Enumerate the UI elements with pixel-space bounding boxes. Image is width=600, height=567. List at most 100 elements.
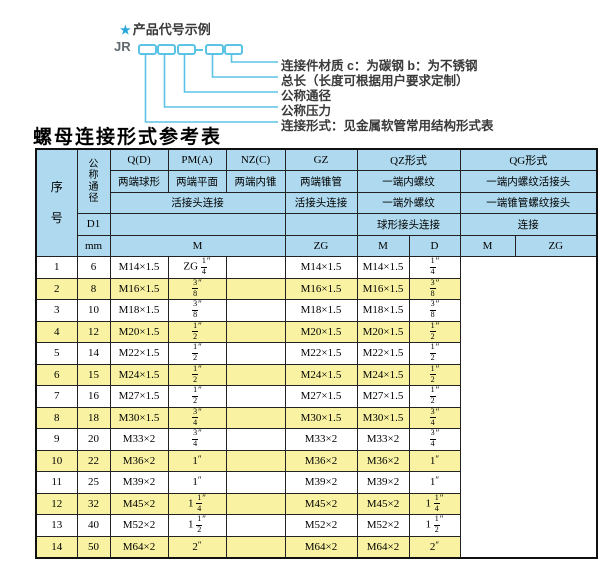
cell-mm: 22	[76, 449, 111, 472]
cell-qg-zg: 1 1 4 ″	[408, 492, 461, 515]
cell-qz-d: M27×1.5	[284, 385, 358, 408]
cell-qz-m	[225, 385, 286, 408]
table-row: 7 16 M27×1.5 1 2 ″ M27×1.5 M27×1.5 1 2 ″	[35, 385, 597, 408]
header-mm: mm	[76, 234, 111, 257]
label-conn-form: 连接形式：见金属软管常用结构形式表	[281, 119, 494, 133]
cell-seq: 3	[35, 299, 78, 322]
header-d1: D1	[76, 213, 111, 236]
header-col-qd: Q(D)	[109, 148, 169, 171]
table-row: 3 10 M18×1.5 3 8 ″ M18×1.5 M18×1.5 3 8 ″	[35, 299, 597, 322]
code-box-4	[205, 44, 224, 55]
cell-seq: 6	[35, 363, 78, 386]
cell-m: M16×1.5	[109, 277, 169, 300]
header-qg-desc: 一端内螺纹活接头	[459, 170, 598, 193]
cell-mm: 18	[76, 406, 111, 429]
table-row: 11 25 M39×2 1″ M39×2 M39×2 1″	[35, 471, 597, 494]
cell-gz: 1 1 2 ″	[167, 514, 227, 537]
cell-seq: 10	[35, 449, 78, 472]
cell-qg-m: M18×1.5	[356, 299, 410, 322]
header-qz-ext-thread: 一端外螺纹	[356, 191, 461, 214]
cell-qg-m: M30×1.5	[356, 406, 410, 429]
cell-qz-m	[225, 514, 286, 537]
nut-connection-table: 序号 公称通径 Q(D) PM(A) NZ(C) GZ QZ形式 QG形式 两端…	[35, 148, 599, 559]
header-row-5: mm M ZG M D M ZG	[36, 234, 598, 257]
cell-qz-d: M36×2	[284, 449, 358, 472]
header-seq: 序号	[35, 148, 78, 257]
cell-qg-zg: 2″	[408, 535, 461, 558]
table-row: 13 40 M52×2 1 1 2 ″ M52×2 M52×2 1 1 2 ″	[35, 514, 597, 537]
header-blank	[109, 213, 286, 236]
header-gz-desc: 两端锥管	[284, 170, 358, 193]
header-row-3: 活接头连接 活接头连接 一端外螺纹 一端锥管螺纹接头	[36, 191, 598, 214]
cell-m: M33×2	[109, 428, 169, 451]
cell-qg-m: M27×1.5	[356, 385, 410, 408]
cell-mm: 6	[76, 256, 111, 279]
header-qg-taper-joint: 一端锥管螺纹接头	[459, 191, 598, 214]
cell-qg-zg: 1 2 ″	[408, 342, 461, 365]
table-row: 9 20 M33×2 3 4 ″ M33×2 M33×2 3 4 ″	[35, 428, 597, 451]
table-title: 螺母连接形式参考表	[33, 126, 223, 148]
cell-m: M14×1.5	[109, 256, 169, 279]
header-blank	[284, 213, 358, 236]
cell-mm: 32	[76, 492, 111, 515]
cell-gz: 2″	[167, 535, 227, 558]
cell-gz: 1 2 ″	[167, 385, 227, 408]
cell-gz: 1 2 ″	[167, 320, 227, 343]
cell-mm: 15	[76, 363, 111, 386]
code-box-2	[157, 44, 176, 55]
cell-qz-m	[225, 492, 286, 515]
header-unit-qg-m: M	[459, 234, 516, 257]
cell-qz-d: M20×1.5	[284, 320, 358, 343]
star-icon: ★	[120, 23, 131, 37]
cell-seq: 13	[35, 514, 78, 537]
cell-qg-m: M24×1.5	[356, 363, 410, 386]
cell-qg-m: M20×1.5	[356, 320, 410, 343]
header-nominal-dia: 公称通径	[76, 148, 111, 214]
table-row: 2 8 M16×1.5 3 8 ″ M16×1.5 M16×1.5 3 8 ″	[35, 277, 597, 300]
header-nzc-desc: 两端内锥	[225, 170, 286, 193]
header-col-gz: GZ	[284, 148, 358, 171]
cell-gz: 3 4 ″	[167, 428, 227, 451]
table-row: 10 22 M36×2 1″ M36×2 M36×2 1″	[35, 449, 597, 472]
cell-m: M52×2	[109, 514, 169, 537]
label-nominal-press: 公称压力	[281, 104, 332, 118]
header-gz-union-conn: 活接头连接	[284, 191, 358, 214]
cell-qg-zg: 1 2 ″	[408, 363, 461, 386]
header-qd-desc: 两端球形	[109, 170, 169, 193]
header-qz-ball-conn: 球形接头连接	[356, 213, 461, 236]
cell-m: M18×1.5	[109, 299, 169, 322]
cell-qg-m: M39×2	[356, 471, 410, 494]
cell-mm: 14	[76, 342, 111, 365]
label-nominal-dia: 公称通径	[281, 89, 332, 103]
cell-m: M20×1.5	[109, 320, 169, 343]
table-row: 5 14 M22×1.5 1 2 ″ M22×1.5 M22×1.5 1 2 ″	[35, 342, 597, 365]
diagram-title-text: 产品代号示例	[132, 22, 211, 37]
cell-qz-d: M18×1.5	[284, 299, 358, 322]
cell-qz-m	[225, 471, 286, 494]
cell-mm: 10	[76, 299, 111, 322]
diagram-title: ★ 产品代号示例	[120, 19, 211, 38]
cell-qg-m: M45×2	[356, 492, 410, 515]
header-union-conn: 活接头连接	[109, 191, 286, 214]
code-dash	[194, 49, 203, 51]
cell-m: M24×1.5	[109, 363, 169, 386]
header-col-pma: PM(A)	[167, 148, 227, 171]
header-unit-qg-zg: ZG	[514, 234, 598, 257]
cell-qg-zg: 3 4 ″	[408, 428, 461, 451]
header-unit-qz-d: D	[408, 234, 461, 257]
cell-mm: 25	[76, 471, 111, 494]
cell-qg-zg: 1 4 ″	[408, 256, 461, 279]
table-row: 4 12 M20×1.5 1 2 ″ M20×1.5 M20×1.5 1 2 ″	[35, 320, 597, 343]
cell-qg-zg: 3 4 ″	[408, 406, 461, 429]
table-row: 1 6 M14×1.5 ZG 1 4 ″ M14×1.5 M14×1.5 1 4 ″	[35, 256, 597, 279]
cell-m: M22×1.5	[109, 342, 169, 365]
cell-qz-d: M33×2	[284, 428, 358, 451]
header-unit-m: M	[109, 234, 286, 257]
cell-m: M30×1.5	[109, 406, 169, 429]
cell-m: M39×2	[109, 471, 169, 494]
cell-qg-zg: 1″	[408, 449, 461, 472]
table-row: 12 32 M45×2 1 1 4 ″ M45×2 M45×2 1 1 4 ″	[35, 492, 597, 515]
header-pma-desc: 两端平面	[167, 170, 227, 193]
cell-gz: 1 2 ″	[167, 342, 227, 365]
cell-seq: 2	[35, 277, 78, 300]
